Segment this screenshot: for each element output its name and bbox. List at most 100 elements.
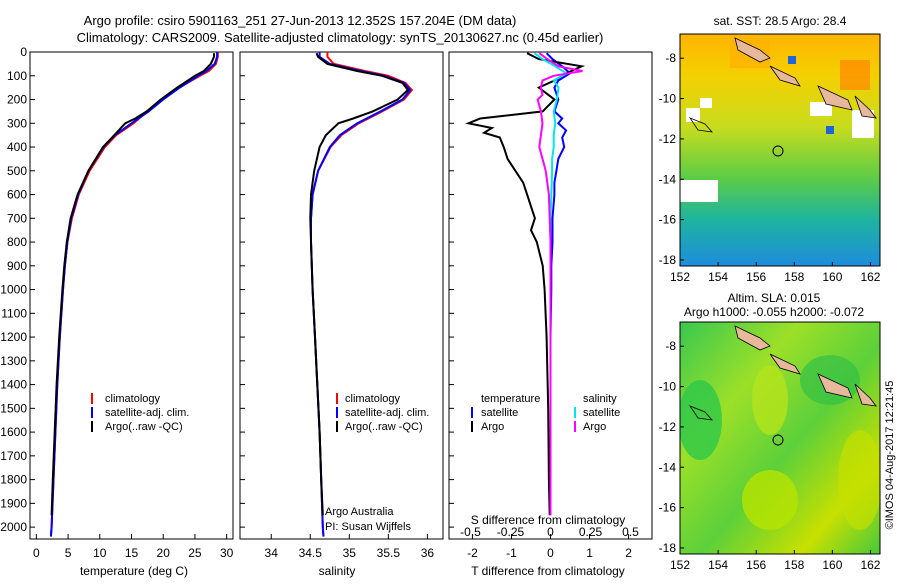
depth-tick-label: 300: [7, 116, 27, 130]
island-shape: [769, 65, 801, 87]
s-diff-tick-label: 0.25: [579, 525, 603, 539]
map-lon-label: 158: [784, 558, 804, 572]
legend-label-climatology: climatology: [105, 393, 161, 405]
map-lon-label: 156: [746, 558, 766, 572]
temperature-plot: [49, 52, 219, 537]
figure-title-line2: Climatology: CARS2009. Satellite-adjuste…: [77, 30, 604, 45]
map-lon-label: 162: [860, 270, 880, 284]
island-outline: [688, 117, 714, 133]
legend-label-argo: Argo(..raw -QC): [105, 421, 183, 433]
map-lat-label: -16: [659, 213, 677, 227]
x-tick-label: 0: [33, 546, 40, 560]
map-lon-label: 156: [746, 270, 766, 284]
depth-tick-label: 200: [7, 93, 27, 107]
map-lon-label: 162: [860, 558, 880, 572]
sst-map-axes: 152 154 156 158 160 162 -8 -10 -12 -14 -16 -18: [659, 51, 881, 284]
x-tick-label: 10: [93, 546, 107, 560]
temperature-legend: climatology satellite-adj. clim. Argo(..…: [91, 393, 189, 433]
map-lon-label: 154: [708, 270, 728, 284]
sst-map-title: sat. SST: 28.5 Argo: 28.4: [714, 14, 847, 28]
x-tick-label: -2: [467, 546, 478, 560]
sla-map-frame: [679, 321, 881, 555]
island-shape: [734, 325, 771, 351]
series-line-argo-raw-qc-: [309, 52, 410, 516]
island-shape: [817, 85, 853, 111]
legend-label-temp-argo: Argo: [481, 421, 504, 433]
x-tick-label: 35: [343, 546, 357, 560]
island-shape: [769, 353, 801, 375]
x-tick-label: 35.5: [377, 546, 401, 560]
legend-label-satellite: satellite-adj. clim.: [345, 407, 429, 419]
legend-label-climatology: climatology: [345, 393, 401, 405]
depth-tick-label: 500: [7, 164, 27, 178]
map-lat-label: -10: [659, 380, 677, 394]
depth-tick-label: 1100: [1, 306, 27, 320]
pi-name-label: PI: Susan Wijffels: [325, 521, 411, 533]
sst-cool-cell: [788, 56, 796, 64]
x-tick-label: 20: [157, 546, 171, 560]
map-lon-label: 158: [784, 270, 804, 284]
sla-map-subtitle: Argo h1000: -0.055 h2000: -0.072: [684, 305, 864, 319]
sla-high-patch: [742, 470, 798, 530]
sst-missing-data: [680, 180, 718, 202]
sst-map: [680, 34, 880, 266]
salinity-legend: climatology satellite-adj. clim. Argo(..…: [325, 393, 429, 533]
island-shape: [854, 95, 877, 119]
depth-tick-label: 2000: [0, 520, 27, 534]
island-shape: [734, 37, 771, 63]
depth-axis: 0 100 200 300 400 500 600 700 800 900 1000 1100 1200…: [0, 45, 454, 534]
sst-map-frame: [679, 33, 881, 267]
difference-line-salinity-argo: [536, 52, 583, 516]
sla-map: [680, 322, 880, 554]
sst-missing-data: [810, 102, 832, 116]
map-lat-label: -10: [659, 92, 677, 106]
depth-tick-label: 1500: [0, 401, 27, 415]
difference-plot: [465, 52, 586, 516]
depth-tick-label: 900: [7, 259, 27, 273]
map-lat-label: -8: [665, 51, 676, 65]
x-tick-label: -1: [506, 546, 517, 560]
x-tick-label: 36: [421, 546, 435, 560]
sst-missing-data: [686, 108, 700, 122]
island-shape: [854, 383, 877, 407]
legend-label-sal-argo: Argo: [583, 421, 606, 433]
argo-location-marker: [772, 434, 784, 446]
legend-label-satellite: satellite-adj. clim.: [105, 407, 189, 419]
x-tick-label: 30: [220, 546, 234, 560]
depth-tick-label: 1300: [0, 354, 27, 368]
map-lon-label: 152: [670, 270, 690, 284]
s-diff-tick-label: 0.5: [622, 525, 639, 539]
map-lat-label: -18: [659, 541, 677, 555]
island-outline: [688, 405, 714, 421]
map-lat-label: -14: [659, 460, 677, 474]
depth-tick-label: 1600: [0, 425, 27, 439]
map-lat-label: -16: [659, 501, 677, 515]
map-lat-label: -14: [659, 172, 677, 186]
s-difference-xlabel: S difference from climatology: [471, 513, 626, 527]
temperature-panel-frame: [29, 51, 234, 540]
map-lat-label: -18: [659, 253, 677, 267]
sla-map-title: Altim. SLA: 0.015: [728, 291, 821, 305]
s-diff-tick-label: -0.5: [460, 525, 481, 539]
map-lon-label: 160: [822, 270, 842, 284]
legend-label-argo: Argo(..raw -QC): [345, 421, 423, 433]
depth-tick-label: 0: [20, 45, 27, 59]
map-lon-label: 160: [822, 558, 842, 572]
sst-warm-patch: [840, 60, 870, 90]
legend-temperature-header: temperature: [481, 393, 540, 405]
x-tick-label: 5: [65, 546, 72, 560]
depth-tick-label: 1900: [0, 496, 27, 510]
map-lon-label: 154: [708, 558, 728, 572]
sst-missing-data: [700, 98, 712, 108]
depth-tick-label: 1800: [0, 473, 27, 487]
x-tick-label: 25: [188, 546, 202, 560]
x-tick-label: 0: [547, 546, 554, 560]
depth-tick-label: 400: [7, 140, 27, 154]
salinity-panel-frame: [239, 51, 444, 540]
legend-salinity-header: salinity: [583, 393, 617, 405]
depth-tick-label: 1000: [0, 283, 27, 297]
depth-tick-label: 600: [7, 188, 27, 202]
x-tick-label: 34: [265, 546, 279, 560]
